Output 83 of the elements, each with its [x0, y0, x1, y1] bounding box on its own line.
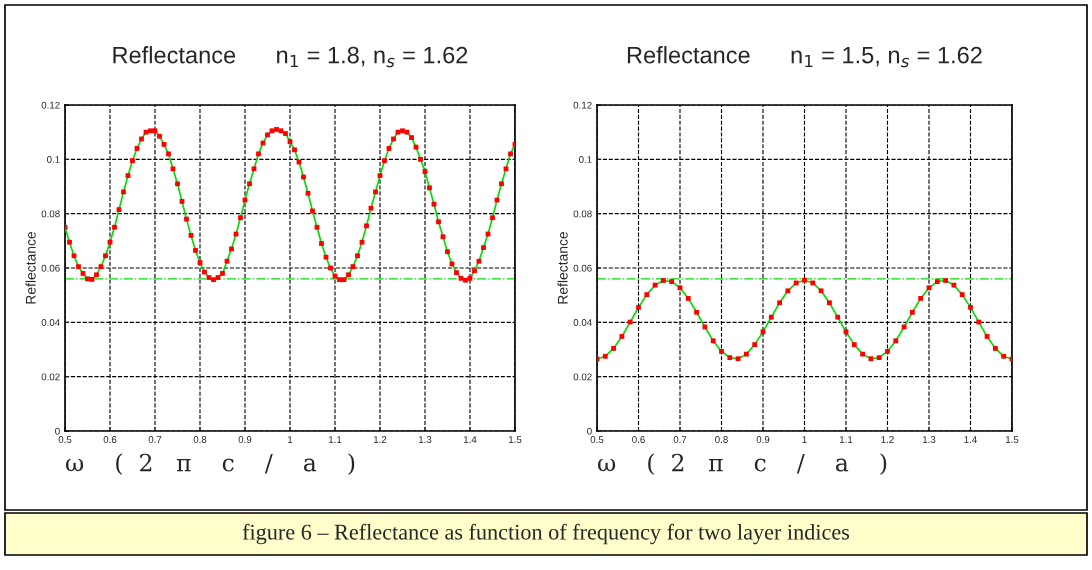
x-tick-label: 1.1 — [328, 436, 342, 443]
x-tick-label: 0.8 — [715, 436, 728, 443]
point — [860, 351, 866, 357]
y-tick-label: 0.06 — [573, 264, 592, 272]
x-tick-label: 0.6 — [103, 436, 117, 443]
point — [752, 342, 758, 348]
point — [743, 351, 749, 357]
y-tick-label: 0.12 — [573, 101, 592, 109]
point — [818, 288, 824, 294]
point — [1001, 353, 1007, 359]
y-tick-label: 0.12 — [41, 101, 60, 109]
x-axis-title: ω ( 2 π c / a ) — [598, 453, 887, 475]
y-tick-label: 0.1 — [579, 156, 592, 163]
x-axis-title: ω ( 2 π c / a ) — [66, 453, 355, 475]
point — [652, 282, 658, 288]
point — [644, 292, 650, 298]
point — [984, 334, 990, 339]
y-tick-label: 0.1 — [47, 156, 60, 163]
point — [918, 296, 924, 301]
point — [885, 349, 890, 354]
point — [868, 356, 874, 362]
point — [968, 304, 973, 310]
x-tick-label: 1 — [802, 436, 807, 443]
point — [777, 300, 783, 306]
x-tick-label: 1.3 — [418, 436, 432, 443]
point — [934, 279, 940, 284]
point — [785, 288, 791, 294]
x-tick-label: 1.2 — [373, 436, 387, 443]
point — [802, 277, 807, 283]
point — [619, 334, 625, 339]
point — [851, 342, 857, 348]
x-tick-label: 1.4 — [964, 436, 977, 443]
point — [835, 314, 841, 320]
point — [602, 353, 608, 359]
point — [727, 355, 733, 361]
x-tick-label: 1.5 — [508, 436, 522, 443]
x-tick-label: 0.7 — [148, 436, 162, 443]
y-tick-label: 0.02 — [41, 373, 60, 381]
point — [735, 356, 741, 362]
y-tick-label: 0 — [55, 427, 60, 435]
point — [992, 346, 998, 351]
x-tick-label: 1.5 — [1005, 436, 1019, 443]
x-tick-label: 0.9 — [238, 436, 252, 443]
y-tick-label: 0.08 — [41, 210, 60, 218]
y-axis-title: Reflectance — [557, 231, 568, 304]
x-tick-label: 0.5 — [590, 436, 604, 443]
y-tick-label: 0.06 — [41, 264, 60, 272]
x-tick-label: 1.3 — [922, 436, 936, 443]
chart-title: Reflectance n$_{1}$ = 1.8, n$_{s}$ = 1.62 — [113, 46, 468, 68]
point — [768, 314, 774, 320]
point — [694, 309, 700, 315]
point — [636, 304, 641, 310]
point — [660, 278, 666, 283]
point — [951, 282, 957, 288]
x-tick-label: 0.9 — [756, 436, 770, 443]
point — [826, 300, 832, 306]
x-tick-label: 1.1 — [839, 436, 853, 443]
chart-title: Reflectance n$_{1}$ = 1.5, n$_{s}$ = 1.62 — [627, 46, 982, 68]
y-tick-label: 0.08 — [573, 210, 592, 218]
x-tick-label: 0.5 — [58, 436, 72, 443]
point — [710, 338, 716, 344]
point — [893, 338, 899, 344]
point — [943, 278, 949, 283]
x-tick-label: 0.6 — [632, 436, 645, 443]
point — [909, 309, 915, 315]
line-series — [597, 279, 1012, 360]
y-tick-label: 0 — [587, 427, 592, 435]
y-tick-label: 0.04 — [573, 319, 592, 326]
x-tick-label: 1 — [288, 436, 293, 443]
x-tick-label: 1.4 — [463, 436, 477, 443]
x-tick-label: 0.7 — [673, 436, 687, 443]
point — [876, 355, 882, 361]
point — [669, 279, 675, 284]
x-tick-label: 0.8 — [193, 436, 207, 443]
point — [611, 346, 617, 351]
x-tick-label: 1.2 — [881, 436, 894, 443]
point — [959, 292, 965, 298]
y-tick-label: 0.02 — [573, 373, 592, 381]
point — [685, 296, 691, 301]
y-axis-title: Reflectance — [25, 231, 36, 304]
caption: figure 6 – Reflectance as function of frequency for two layer indices — [242, 523, 850, 545]
y-tick-label: 0.04 — [41, 319, 60, 326]
point — [719, 349, 724, 354]
